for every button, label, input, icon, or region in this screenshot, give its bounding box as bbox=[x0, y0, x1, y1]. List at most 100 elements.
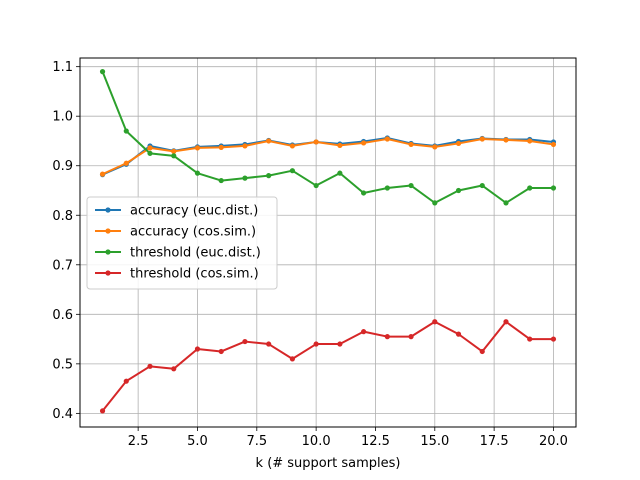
data-point bbox=[313, 341, 319, 347]
legend-item: threshold (cos.sim.) bbox=[95, 267, 259, 282]
data-point bbox=[289, 168, 296, 174]
data-point bbox=[242, 143, 248, 149]
data-point bbox=[384, 136, 390, 142]
x-tick-label: 5.0 bbox=[187, 434, 208, 449]
series-line bbox=[102, 137, 554, 176]
x-tick-label: 2.5 bbox=[128, 434, 149, 449]
y-tick-label: 0.6 bbox=[52, 308, 73, 323]
data-point bbox=[408, 141, 414, 148]
data-point bbox=[384, 334, 390, 340]
data-point bbox=[550, 336, 557, 342]
legend-box bbox=[86, 196, 278, 290]
legend-item: threshold (euc.dist.) bbox=[95, 246, 261, 261]
data-point bbox=[479, 348, 485, 355]
legend-marker bbox=[105, 207, 111, 213]
data-point bbox=[194, 170, 201, 176]
data-point bbox=[99, 171, 106, 177]
series-line bbox=[101, 320, 554, 412]
series-2 bbox=[99, 136, 557, 177]
y-tick-label: 0.8 bbox=[52, 209, 73, 224]
series-4 bbox=[99, 319, 557, 414]
data-point bbox=[455, 331, 462, 337]
legend-item: accuracy (euc.dist.) bbox=[95, 204, 258, 219]
data-point bbox=[289, 356, 296, 362]
data-point bbox=[289, 143, 296, 149]
data-point bbox=[313, 182, 319, 189]
data-point bbox=[266, 138, 272, 144]
data-point bbox=[266, 341, 272, 347]
data-point bbox=[337, 142, 343, 149]
data-point bbox=[527, 138, 533, 144]
data-point bbox=[455, 187, 462, 194]
data-point bbox=[147, 145, 153, 151]
data-point bbox=[527, 336, 533, 342]
y-tick-label: 1.0 bbox=[52, 110, 73, 125]
data-point bbox=[360, 329, 367, 335]
data-point bbox=[266, 173, 272, 179]
x-tick-label: 7.5 bbox=[246, 434, 267, 449]
legend-label: threshold (cos.sim.) bbox=[130, 267, 259, 282]
data-point bbox=[218, 177, 224, 184]
series-lines bbox=[99, 69, 557, 414]
data-point bbox=[550, 185, 557, 191]
x-axis-label: k (# support samples) bbox=[256, 456, 401, 471]
data-point bbox=[99, 408, 106, 414]
data-point bbox=[171, 366, 177, 372]
legend-marker bbox=[105, 228, 111, 234]
data-point bbox=[550, 141, 557, 148]
data-point bbox=[218, 144, 224, 151]
data-point bbox=[171, 148, 177, 154]
legend-marker bbox=[105, 249, 111, 255]
x-tick-label: 20.0 bbox=[539, 434, 568, 449]
y-tick-label: 0.9 bbox=[52, 159, 73, 174]
data-point bbox=[503, 137, 509, 143]
legend-label: threshold (euc.dist.) bbox=[130, 246, 261, 261]
data-point bbox=[194, 346, 201, 352]
x-tick-label: 10.0 bbox=[302, 434, 331, 449]
data-point bbox=[384, 185, 390, 191]
data-point bbox=[147, 363, 153, 369]
data-point bbox=[242, 175, 248, 181]
legend-label: accuracy (euc.dist.) bbox=[130, 204, 258, 219]
data-point bbox=[503, 200, 509, 206]
data-point bbox=[123, 160, 129, 166]
data-point bbox=[360, 190, 367, 196]
y-tick-label: 0.7 bbox=[52, 258, 73, 273]
gridlines bbox=[80, 58, 576, 427]
legend-label: accuracy (cos.sim.) bbox=[130, 225, 256, 240]
data-point bbox=[337, 341, 343, 347]
data-point bbox=[479, 136, 485, 142]
data-point bbox=[123, 378, 129, 384]
data-point bbox=[432, 319, 438, 325]
series-line bbox=[101, 71, 554, 204]
data-point bbox=[455, 140, 462, 147]
x-tick-label: 12.5 bbox=[361, 434, 390, 449]
data-point bbox=[408, 182, 414, 189]
y-tick-label: 0.4 bbox=[52, 407, 73, 422]
y-tick-label: 1.1 bbox=[52, 60, 73, 75]
data-point bbox=[432, 144, 438, 150]
data-point bbox=[503, 319, 509, 325]
plot-frame bbox=[79, 57, 577, 428]
x-tick-label: 17.5 bbox=[480, 434, 509, 449]
legend-item: accuracy (cos.sim.) bbox=[95, 225, 256, 240]
axis-ticks: 2.5 5.0 7.5 10.0 12.5 15.0 17.5 20.0 0.4 0.5 0.6 0.… bbox=[52, 60, 568, 449]
data-point bbox=[432, 200, 438, 206]
data-point bbox=[313, 139, 319, 145]
data-point bbox=[218, 348, 224, 355]
data-point bbox=[337, 170, 343, 176]
data-point bbox=[147, 150, 153, 156]
legend-marker bbox=[105, 270, 111, 276]
series-3 bbox=[99, 69, 557, 206]
data-point bbox=[479, 182, 485, 189]
data-point bbox=[408, 334, 414, 340]
data-point bbox=[360, 140, 367, 146]
y-tick-label: 0.5 bbox=[52, 357, 73, 372]
legend: accuracy (euc.dist.) accuracy (cos.sim.) t… bbox=[86, 196, 278, 290]
data-point bbox=[171, 153, 177, 159]
data-point bbox=[527, 185, 533, 191]
data-point bbox=[99, 69, 106, 75]
data-point bbox=[123, 128, 129, 134]
data-point bbox=[194, 145, 201, 151]
